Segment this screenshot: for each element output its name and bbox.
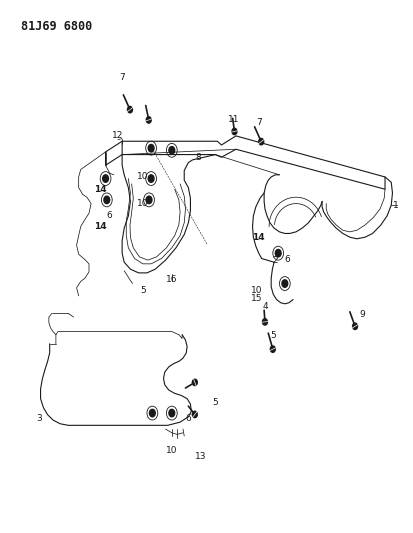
Text: 8: 8 [195, 153, 201, 161]
Text: 11: 11 [228, 116, 239, 124]
Text: 14: 14 [94, 222, 107, 231]
Text: 6: 6 [185, 414, 191, 423]
Text: 10: 10 [166, 446, 177, 455]
Text: 2: 2 [272, 256, 278, 264]
Text: 6: 6 [107, 212, 112, 220]
Circle shape [148, 144, 154, 152]
Circle shape [169, 409, 174, 417]
Text: 12: 12 [112, 132, 123, 140]
Circle shape [192, 379, 197, 385]
Circle shape [275, 249, 280, 257]
Text: 14: 14 [252, 233, 264, 241]
Circle shape [262, 319, 267, 325]
Text: 14: 14 [94, 185, 107, 193]
Text: 16: 16 [166, 276, 177, 284]
Circle shape [104, 196, 109, 204]
Circle shape [281, 280, 287, 287]
Circle shape [146, 196, 152, 204]
Text: 10: 10 [250, 286, 262, 295]
Text: 5: 5 [212, 398, 218, 407]
Text: 3: 3 [36, 414, 42, 423]
Text: 5: 5 [140, 286, 145, 295]
Circle shape [231, 128, 236, 135]
Circle shape [148, 175, 154, 182]
Text: 10: 10 [137, 199, 148, 208]
Circle shape [192, 411, 197, 418]
Text: 9: 9 [358, 310, 364, 319]
Circle shape [352, 323, 357, 329]
Text: 5: 5 [270, 332, 275, 340]
Text: 13: 13 [195, 453, 206, 461]
Text: 15: 15 [250, 294, 262, 303]
Circle shape [146, 117, 151, 123]
Text: 1: 1 [392, 201, 397, 209]
Text: 4: 4 [261, 302, 267, 311]
Text: 10: 10 [137, 173, 148, 181]
Circle shape [169, 147, 174, 154]
Text: 7: 7 [119, 73, 125, 82]
Circle shape [102, 175, 108, 182]
Circle shape [258, 139, 263, 145]
Text: 81J69 6800: 81J69 6800 [21, 20, 92, 33]
Circle shape [149, 409, 155, 417]
Text: 6: 6 [284, 255, 290, 264]
Circle shape [270, 346, 275, 352]
Text: 7: 7 [255, 118, 261, 127]
Circle shape [127, 107, 132, 113]
